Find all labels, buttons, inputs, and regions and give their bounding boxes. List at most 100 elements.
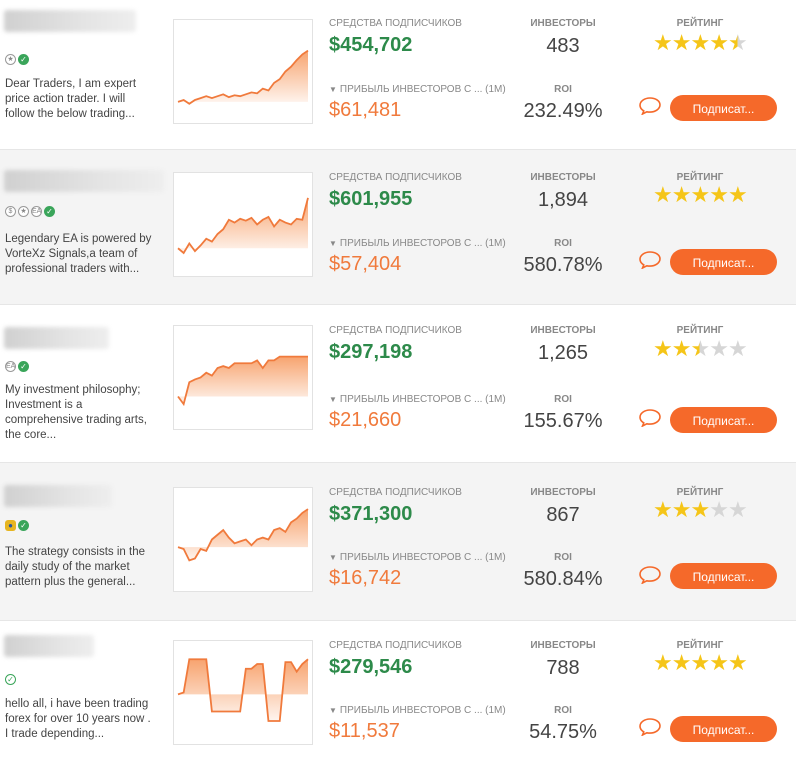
trader-name-blurred[interactable]	[4, 10, 136, 32]
star-icon: ★	[671, 650, 692, 675]
profit-label[interactable]: ▼ ПРИБЫЛЬ ИНВЕСТОРОВ С ... (1М)	[329, 394, 506, 405]
star-icon: ★	[653, 336, 673, 361]
profit-label[interactable]: ▼ ПРИБЫЛЬ ИНВЕСТОРОВ С ... (1М)	[329, 552, 506, 563]
roi-value: 580.84%	[523, 568, 603, 590]
star-icon: ★	[653, 30, 673, 55]
equity-line	[177, 355, 308, 407]
chat-icon[interactable]	[639, 97, 661, 115]
trader-row-1[interactable]: ★ ✓ Dear Traders, I am expert price acti…	[0, 0, 796, 150]
investors-label: ИНВЕСТОРЫ	[530, 640, 596, 651]
star-icon: ★	[671, 182, 692, 207]
subscribe-button[interactable]: Подписат...	[670, 249, 777, 275]
roi-label: ROI	[554, 238, 572, 249]
chat-icon[interactable]	[639, 718, 661, 736]
verified-icon[interactable]: ✓	[18, 520, 29, 531]
caret-down-icon[interactable]: ▼	[329, 85, 337, 94]
roi-value: 580.78%	[523, 254, 603, 276]
verified-icon[interactable]: ✓	[44, 206, 55, 217]
rating-label: РЕЙТИНГ	[676, 487, 724, 498]
equity-polyline	[177, 658, 309, 722]
star-icon: ★	[709, 497, 729, 522]
equity-chart[interactable]	[173, 487, 313, 592]
equity-polyline	[177, 49, 309, 105]
profit-value: $16,742	[329, 567, 402, 589]
profit-label[interactable]: ▼ ПРИБЫЛЬ ИНВЕСТОРОВ С ... (1М)	[329, 238, 506, 249]
star-icon[interactable]: ★	[18, 206, 29, 217]
equity-line	[177, 658, 309, 722]
trader-description[interactable]: My investment philosophy; Investment is …	[5, 384, 147, 441]
trader-name-blurred[interactable]	[4, 170, 164, 192]
chat-icon[interactable]	[639, 409, 661, 427]
rating-label: РЕЙТИНГ	[676, 18, 724, 29]
caret-down-icon[interactable]: ▼	[329, 706, 337, 715]
chat-icon[interactable]	[639, 251, 661, 269]
equity-area	[178, 509, 308, 561]
star-icon: ★	[690, 30, 710, 55]
verified-outline-icon[interactable]: ✓	[5, 674, 16, 685]
equity-chart[interactable]	[173, 19, 313, 124]
investors-label: ИНВЕСТОРЫ	[530, 172, 596, 183]
trader-description[interactable]: hello all, i have been trading forex for…	[5, 698, 151, 740]
profit-value: $21,660	[329, 409, 402, 431]
roi-value: 232.49%	[523, 100, 603, 122]
funds-value: $297,198	[329, 341, 413, 363]
roi-value: 54.75%	[529, 721, 597, 743]
funds-value: $371,300	[329, 503, 413, 525]
trader-row-5[interactable]: ✓ hello all, i have been trading forex f…	[0, 621, 796, 768]
profit-label[interactable]: ▼ ПРИБЫЛЬ ИНВЕСТОРОВ С ... (1М)	[329, 84, 506, 95]
trader-name-blurred[interactable]	[4, 635, 94, 657]
verified-icon[interactable]: ✓	[18, 361, 29, 372]
rating-label: РЕЙТИНГ	[676, 640, 724, 651]
trader-name-blurred[interactable]	[4, 327, 109, 349]
profit-value: $61,481	[329, 99, 402, 121]
caret-down-icon[interactable]: ▼	[329, 395, 337, 404]
ea-icon[interactable]: EA	[5, 361, 16, 372]
star-icon: ★	[671, 336, 692, 361]
equity-line	[177, 197, 309, 255]
caret-down-icon[interactable]: ▼	[329, 553, 337, 562]
badge-row: $ ★ EA ✓	[5, 206, 55, 217]
equity-chart[interactable]	[173, 640, 313, 745]
badge-row: ★ ✓	[5, 54, 29, 65]
subscribe-button[interactable]: Подписат...	[670, 563, 777, 589]
trader-description[interactable]: Dear Traders, I am expert price action t…	[5, 78, 137, 120]
equity-line	[177, 49, 309, 105]
profit-value: $57,404	[329, 253, 402, 275]
trader-row-3[interactable]: EA ✓ My investment philosophy; Investmen…	[0, 305, 796, 463]
investors-label: ИНВЕСТОРЫ	[530, 487, 596, 498]
trader-description[interactable]: Legendary EA is powered by VorteXz Signa…	[5, 233, 152, 275]
equity-chart[interactable]	[173, 325, 313, 430]
medal-icon[interactable]: ●	[5, 520, 16, 531]
funds-label: СРЕДСТВА ПОДПИСЧИКОВ	[329, 18, 462, 29]
trader-row-2[interactable]: $ ★ EA ✓ Legendary EA is powered by Vort…	[0, 150, 796, 305]
profit-label-text: ПРИБЫЛЬ ИНВЕСТОРОВ С ... (1М)	[339, 238, 506, 249]
funds-label: СРЕДСТВА ПОДПИСЧИКОВ	[329, 172, 462, 183]
star-icon: ★	[690, 182, 710, 207]
subscribe-button[interactable]: Подписат...	[670, 95, 777, 121]
trader-name-blurred[interactable]	[4, 485, 112, 507]
subscribe-button[interactable]: Подписат...	[670, 407, 777, 433]
profit-value: $11,537	[329, 720, 400, 742]
trader-description[interactable]: The strategy consists in the daily study…	[5, 546, 145, 588]
verified-icon[interactable]: ✓	[18, 54, 29, 65]
ea-icon[interactable]: EA	[31, 206, 42, 217]
funds-label: СРЕДСТВА ПОДПИСЧИКОВ	[329, 640, 462, 651]
trader-row-4[interactable]: ● ✓ The strategy consists in the daily s…	[0, 463, 796, 621]
subscribe-button[interactable]: Подписат...	[670, 716, 777, 742]
rating-stars: ★★★★★	[653, 182, 748, 207]
star-icon: ★	[690, 336, 710, 361]
roi-value: 155.67%	[523, 410, 603, 432]
dollar-icon[interactable]: $	[5, 206, 16, 217]
profit-label[interactable]: ▼ ПРИБЫЛЬ ИНВЕСТОРОВ С ... (1М)	[329, 705, 506, 716]
star-icon[interactable]: ★	[5, 54, 16, 65]
equity-chart[interactable]	[173, 172, 313, 277]
star-icon: ★	[709, 182, 729, 207]
caret-down-icon[interactable]: ▼	[329, 239, 337, 248]
star-icon: ★	[671, 497, 692, 522]
badge-row: ✓	[5, 674, 16, 685]
funds-label: СРЕДСТВА ПОДПИСЧИКОВ	[329, 325, 462, 336]
funds-value: $601,955	[329, 188, 413, 210]
chat-icon[interactable]	[639, 566, 661, 584]
rating-stars: ★★★★★	[653, 650, 748, 675]
star-icon: ★	[671, 30, 692, 55]
